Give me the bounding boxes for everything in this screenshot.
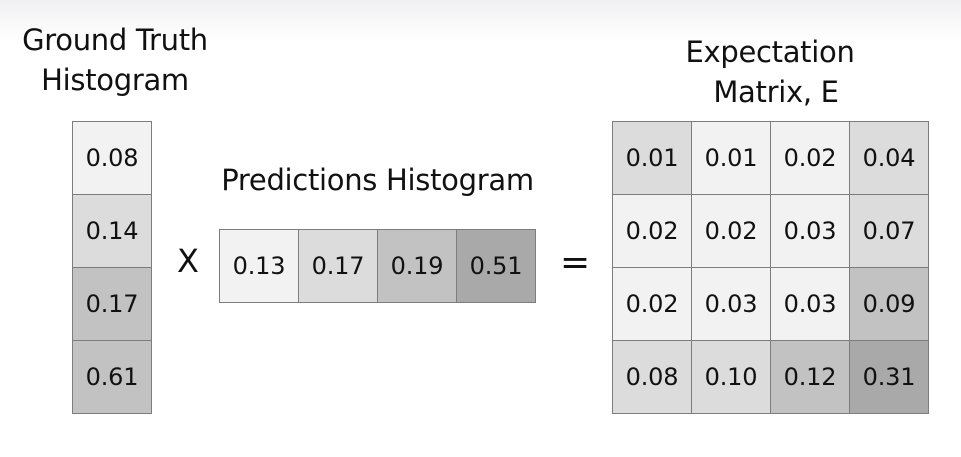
- matrix-cell: 0.08: [612, 340, 692, 414]
- expectation-title: Expectation Matrix, E: [615, 32, 925, 112]
- ground-truth-title: Ground Truth Histogram: [0, 20, 230, 100]
- matrix-cell: 0.02: [612, 194, 692, 268]
- ground-truth-title-line-1: Ground Truth: [22, 23, 208, 57]
- expectation-title-line-1: Expectation: [685, 35, 855, 69]
- matrix-cell: 0.02: [612, 267, 692, 341]
- matrix-cell: 0.04: [849, 121, 929, 195]
- equals-operator: =: [560, 242, 591, 283]
- matrix-cell: 0.01: [691, 121, 771, 195]
- predictions-title: Predictions Histogram: [221, 163, 534, 197]
- matrix-cell: 0.07: [849, 194, 929, 268]
- matrix-cell: 0.12: [770, 340, 850, 414]
- expectation-title-line-2: Matrix, E: [713, 75, 839, 109]
- matrix-cell: 0.03: [770, 267, 850, 341]
- predictions-cell: 0.13: [219, 229, 299, 303]
- multiply-operator: X: [177, 242, 199, 280]
- matrix-cell: 0.31: [849, 340, 929, 414]
- matrix-cell: 0.03: [691, 267, 771, 341]
- matrix-cell: 0.01: [612, 121, 692, 195]
- predictions-cell: 0.51: [456, 229, 536, 303]
- ground-truth-cell: 0.61: [72, 340, 152, 414]
- matrix-cell: 0.09: [849, 267, 929, 341]
- predictions-cell: 0.17: [298, 229, 378, 303]
- matrix-cell: 0.02: [691, 194, 771, 268]
- matrix-cell: 0.02: [770, 121, 850, 195]
- matrix-cell: 0.03: [770, 194, 850, 268]
- predictions-cell: 0.19: [377, 229, 457, 303]
- ground-truth-cell: 0.08: [72, 121, 152, 195]
- ground-truth-cell: 0.17: [72, 267, 152, 341]
- matrix-cell: 0.10: [691, 340, 771, 414]
- ground-truth-title-line-2: Histogram: [41, 63, 189, 97]
- ground-truth-cell: 0.14: [72, 194, 152, 268]
